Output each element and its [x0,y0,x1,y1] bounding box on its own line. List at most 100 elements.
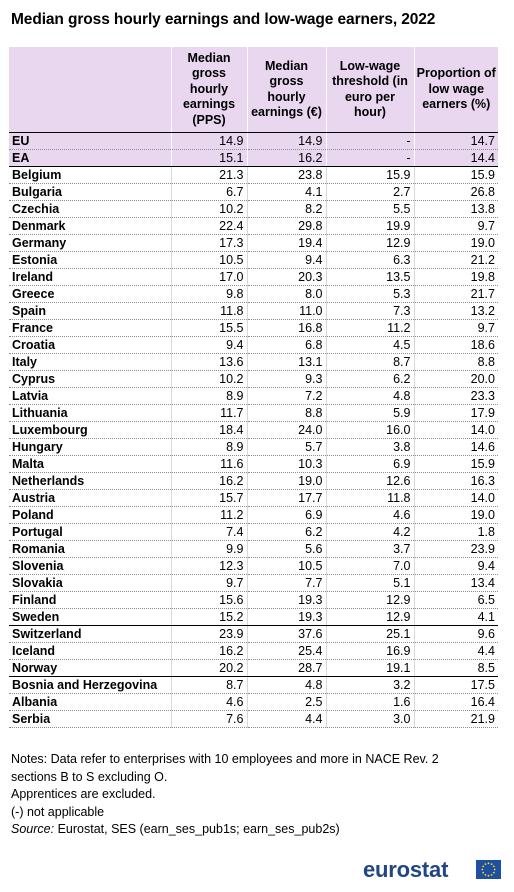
earnings-table: Median gross hourly earnings (PPS) Media… [9,47,498,728]
cell-median-pps: 15.7 [170,489,247,507]
header-median-eur: Median gross hourly earnings (€) [246,47,326,133]
header-low-wage-proportion: Proportion of low wage earners (%) [413,47,498,133]
cell-threshold: - [325,132,414,150]
cell-median-eur: 14.9 [246,132,326,150]
cell-median-pps: 21.3 [170,166,247,184]
cell-proportion: 18.6 [413,336,498,354]
cell-median-eur: 4.4 [246,710,326,728]
flag-star [481,868,484,871]
cell-median-pps: 15.6 [170,591,247,609]
cell-threshold: 4.5 [325,336,414,354]
cell-threshold: 16.0 [325,421,414,439]
cell-proportion: 21.9 [413,710,498,728]
cell-country: Norway [9,659,171,677]
cell-median-eur: 16.2 [246,149,326,167]
cell-proportion: 14.7 [413,132,498,150]
cell-threshold: 19.1 [325,659,414,677]
cell-median-pps: 14.9 [170,132,247,150]
source-line: Source: Eurostat, SES (earn_ses_pub1s; e… [11,821,439,839]
cell-median-eur: 10.5 [246,557,326,575]
cell-threshold: 7.3 [325,302,414,320]
table-row: Finland 15.6 19.3 12.9 6.5 [9,591,498,609]
cell-threshold: 7.0 [325,557,414,575]
cell-threshold: 12.9 [325,591,414,609]
cell-proportion: 4.1 [413,608,498,626]
flag-star [492,871,495,874]
cell-country: Germany [9,234,171,252]
table-row: Italy 13.6 13.1 8.7 8.8 [9,353,498,371]
cell-country: Spain [9,302,171,320]
cell-threshold: 12.9 [325,608,414,626]
table-row: Serbia 7.6 4.4 3.0 21.9 [9,710,498,728]
aggregate-row: EA 15.1 16.2-14.4 [9,149,498,167]
flag-star [487,862,490,865]
aggregate-row: EU 14.9 14.9-14.7 [9,132,498,150]
cell-proportion: 9.6 [413,625,498,643]
cell-median-pps: 13.6 [170,353,247,371]
cell-median-pps: 7.4 [170,523,247,541]
cell-country: Estonia [9,251,171,269]
cell-median-pps: 23.9 [170,625,247,643]
cell-proportion: 9.4 [413,557,498,575]
cell-country: Lithuania [9,404,171,422]
note-line: (-) not applicable [11,804,105,819]
cell-median-pps: 9.7 [170,574,247,592]
cell-threshold: 16.9 [325,642,414,660]
cell-median-pps: 15.5 [170,319,247,337]
cell-median-eur: 8.8 [246,404,326,422]
cell-threshold: 6.3 [325,251,414,269]
cell-median-eur: 9.4 [246,251,326,269]
cell-country: Poland [9,506,171,524]
cell-median-eur: 7.7 [246,574,326,592]
cell-proportion: 15.9 [413,455,498,473]
cell-proportion: 13.4 [413,574,498,592]
cell-threshold: 6.2 [325,370,414,388]
cell-threshold: 4.8 [325,387,414,405]
header-country [9,47,171,133]
cell-proportion: 13.2 [413,302,498,320]
flag-star [482,865,485,868]
cell-threshold: 6.9 [325,455,414,473]
cell-median-pps: 10.5 [170,251,247,269]
eu-flag-icon [476,860,501,879]
table-row: Denmark 22.4 29.8 19.9 9.7 [9,217,498,235]
cell-country: Portugal [9,523,171,541]
table-row: Netherlands 16.2 19.0 12.6 16.3 [9,472,498,490]
source-label: Source: [11,822,55,836]
cell-median-eur: 7.2 [246,387,326,405]
cell-median-eur: 37.6 [246,625,326,643]
cell-country: EA [9,149,171,167]
cell-median-eur: 4.1 [246,183,326,201]
cell-proportion: 1.8 [413,523,498,541]
table-row: Switzerland 23.9 37.6 25.1 9.6 [9,625,498,643]
cell-proportion: 8.8 [413,353,498,371]
table-row: Czechia 10.2 8.2 5.5 13.8 [9,200,498,218]
table-row: Iceland 16.2 25.4 16.9 4.4 [9,642,498,660]
cell-proportion: 20.0 [413,370,498,388]
cell-proportion: 6.5 [413,591,498,609]
cell-country: Sweden [9,608,171,626]
cell-median-pps: 17.3 [170,234,247,252]
header-median-pps: Median gross hourly earnings (PPS) [170,47,247,133]
flag-star [487,874,490,877]
table-row: Lithuania 11.7 8.8 5.9 17.9 [9,404,498,422]
cell-country: Bulgaria [9,183,171,201]
cell-proportion: 15.9 [413,166,498,184]
cell-median-pps: 4.6 [170,693,247,711]
cell-threshold: 11.8 [325,489,414,507]
table-row: Spain 11.8 11.0 7.3 13.2 [9,302,498,320]
cell-country: Austria [9,489,171,507]
cell-proportion: 9.7 [413,217,498,235]
table-row: Bosnia and Herzegovina 8.7 4.8 3.2 17.5 [9,676,498,694]
cell-proportion: 21.7 [413,285,498,303]
cell-median-eur: 9.3 [246,370,326,388]
flag-star [490,873,493,876]
cell-median-eur: 10.3 [246,455,326,473]
cell-threshold: 5.9 [325,404,414,422]
flag-star [484,863,487,866]
cell-median-eur: 19.3 [246,591,326,609]
notes-block: Notes: Data refer to enterprises with 10… [11,751,439,839]
cell-threshold: 12.9 [325,234,414,252]
cell-median-eur: 20.3 [246,268,326,286]
cell-threshold: 3.2 [325,676,414,694]
